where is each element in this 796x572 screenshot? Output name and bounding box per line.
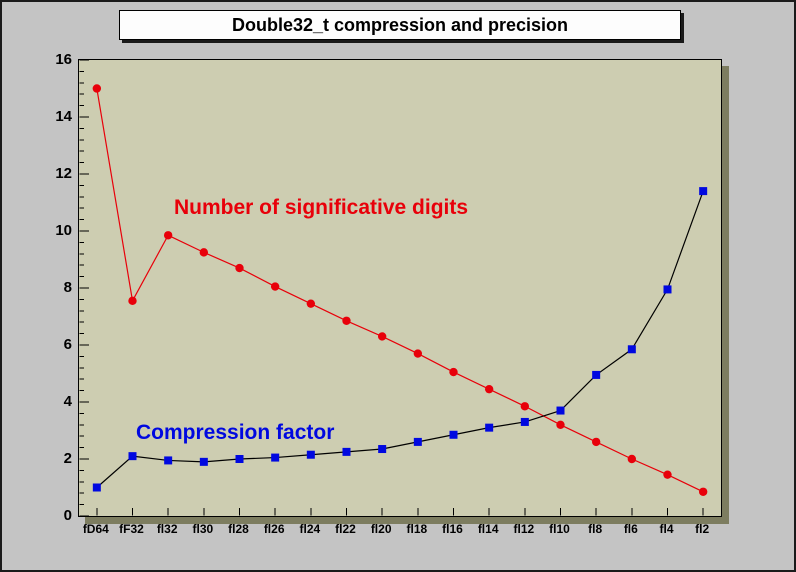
x-tick-label: fl16 [442,522,463,536]
x-tick-label: fl18 [406,522,428,536]
x-tick-label: fl2 [695,522,710,536]
x-tick-label: fl28 [228,522,249,536]
blue-series-label: Compression factor [136,421,335,444]
y-tick-label: 10 [55,222,72,239]
x-tick-label: fl20 [370,522,392,536]
y-tick-label: 0 [63,507,72,524]
x-tick-label: fl14 [477,522,499,536]
x-tick-label: fl30 [192,522,214,536]
y-tick-label: 14 [55,108,72,125]
x-tick-label: fl4 [659,522,674,536]
chart-title: Double32_t compression and precision [231,15,569,35]
plot-area-svg [79,60,708,516]
x-tick-label: fl22 [335,522,356,536]
x-tick-label: fl32 [156,522,178,536]
x-tick-label: fl12 [513,522,535,536]
y-tick-label: 4 [63,393,72,410]
y-tick-label: 12 [55,165,72,182]
plot-frame [78,59,722,517]
x-tick-label: fl10 [549,522,570,536]
x-tick-label: fl6 [623,522,638,536]
x-tick-label: fl8 [588,522,603,536]
x-tick-label: fl24 [299,522,321,536]
y-tick-label: 2 [63,450,72,467]
y-tick-label: 6 [63,336,72,353]
chart-title-box: Double32_t compression and precision [119,10,681,40]
y-tick-label: 8 [63,279,72,296]
red-series-label: Number of significative digits [174,196,469,219]
x-tick-label: fF32 [119,522,144,536]
y-tick-label: 16 [55,51,72,68]
x-tick-label: fD64 [82,522,109,536]
x-tick-label: fl26 [263,522,285,536]
